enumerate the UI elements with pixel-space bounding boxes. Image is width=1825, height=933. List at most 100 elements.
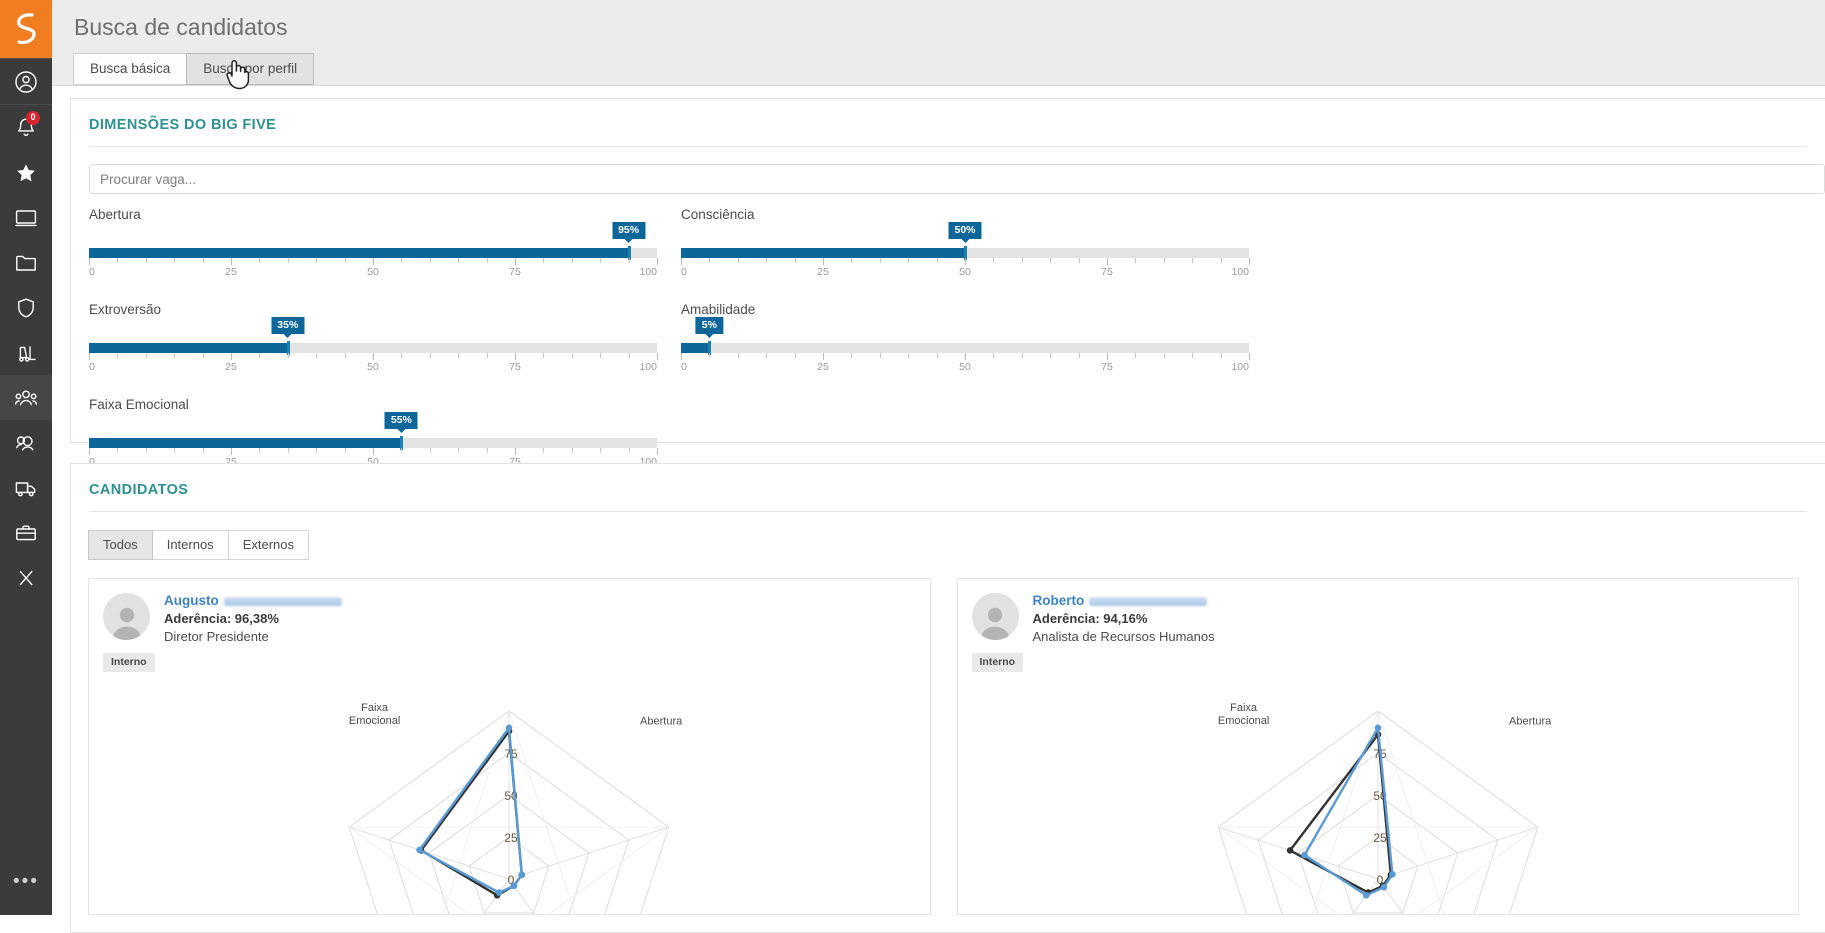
slider-amabilidade[interactable]: 5% [681,317,1249,355]
radar-axis-label-faixa-emocional-2: Emocional [1218,715,1269,727]
slider-tick-label: 25 [817,266,829,278]
search-vaga-input[interactable] [89,164,1825,194]
user-circle-icon [15,70,37,93]
slider-track[interactable] [89,343,657,353]
app-logo[interactable] [0,0,52,58]
folder-icon [16,255,36,271]
sidebar-item-people[interactable] [0,375,52,420]
slider-value-badge: 95% [612,222,646,243]
candidate-filter-tabs: Todos Internos Externos [88,530,309,560]
filter-tab-internos[interactable]: Internos [151,530,229,560]
radar-point [505,724,513,732]
slider-ticks [681,353,1250,361]
filter-tab-todos[interactable]: Todos [88,530,153,560]
tab-busca-por-perfil[interactable]: Busca por perfil [186,53,315,85]
sidebar-item-files[interactable] [0,240,52,285]
radar-series-candidato [1288,733,1392,894]
slider-handle[interactable] [286,341,290,355]
candidate-card[interactable]: Roberto Aderência: 94,16% Analista de Recu… [956,578,1799,915]
sidebar: 0 ••• [0,0,52,915]
slider-handle[interactable] [627,246,631,260]
slider-tick-labels: 0 25 50 75 100 [89,266,657,280]
slider-abertura[interactable]: 95% [89,222,657,260]
slider-track[interactable] [681,343,1249,353]
slider-handle[interactable] [708,341,712,355]
slider-tick-label: 100 [639,266,657,278]
candidate-role: Analista de Recursos Humanos [1032,629,1215,644]
slider-tick-label: 50 [367,361,379,373]
slider-tick-label: 25 [225,456,237,468]
slider-value-badge: 35% [271,317,305,338]
redacted-surname [1089,596,1208,606]
slider-fill [89,248,629,258]
slider-label-amabilidade: Amabilidade [681,302,756,317]
sidebar-item-jobs[interactable] [0,510,52,555]
sidebar-item-logistics[interactable] [0,330,52,375]
slider-label-faixa-emocional: Faixa Emocional [89,397,189,412]
radar-point [496,889,503,896]
slider-block-extroversao: Extroversão 35% 0 25 50 75 100 [89,302,681,375]
big-five-title: DIMENSÕES DO BIG FIVE [89,117,277,133]
candidate-card[interactable]: Augusto Aderência: 96,38% Diretor Presiden… [88,578,931,915]
radar-point [510,882,518,890]
slider-faixa-emocional[interactable]: 55% [89,412,657,450]
x-icon [19,570,33,585]
candidate-info: Augusto Aderência: 96,38% Diretor Presiden… [164,593,342,644]
slider-handle[interactable] [964,246,967,260]
sidebar-item-recruiting[interactable] [0,420,52,465]
candidate-type-badge: Interno [971,653,1024,672]
candidate-header: Roberto Aderência: 94,16% Analista de Recu… [958,579,1799,644]
slider-fill [681,248,965,258]
avatar-person-icon [112,607,141,640]
sidebar-divider [0,58,52,59]
slider-consciencia[interactable]: 50% [681,222,1249,260]
briefcase-icon [16,525,36,540]
sidebar-item-fleet[interactable] [0,465,52,510]
radar-ring-label: 0 [508,873,515,887]
radar-point [518,871,526,879]
sidebar-item-security[interactable] [0,285,52,330]
slider-block-abertura: Abertura 95% 0 25 50 75 100 [89,207,681,280]
sidebar-more-button[interactable]: ••• [13,871,39,892]
radar-ring-label: 0 [1376,873,1383,887]
panel-divider [89,146,1807,147]
slider-label-consciencia: Consciência [681,207,755,222]
candidate-score: Aderência: 94,16% [1032,611,1148,626]
slider-extroversao[interactable]: 35% [89,317,657,355]
candidate-header: Augusto Aderência: 96,38% Diretor Presiden… [89,579,930,644]
header: Busca de candidatos Busca básica Busca po… [52,0,1825,86]
redacted-surname [223,596,342,606]
radar-axis-label-faixa-emocional: Faixa [361,702,389,714]
forklift-icon [19,345,36,362]
sidebar-item-dashboard[interactable] [0,195,52,240]
sidebar-item-notifications[interactable]: 0 [0,105,52,150]
candidate-name[interactable]: Roberto [1033,593,1215,608]
monitor-icon [15,209,37,226]
sidebar-item-close[interactable] [0,555,52,600]
radar-axis-label-faixa-emocional: Faixa [1230,702,1258,714]
slider-tick-label: 50 [367,456,379,468]
candidate-name[interactable]: Augusto [164,593,342,608]
slider-tick-label: 0 [681,266,687,278]
radar-series-vaga [1303,726,1394,897]
avatar [971,593,1019,640]
slider-handle[interactable] [400,436,404,450]
sidebar-item-favorites[interactable] [0,150,52,195]
radar-ring-label: 25 [505,831,519,845]
tab-busca-basica[interactable]: Busca básica [73,53,188,85]
slider-tick-label: 75 [509,456,521,468]
slider-block-consciencia: Consciência 50% 0 25 50 75 100 [681,207,1273,280]
slider-value-badge: 55% [384,412,418,433]
slider-tick-label: 100 [1231,361,1249,373]
candidate-score: Aderência: 96,38% [164,611,279,626]
profile-search-panel: DIMENSÕES DO BIG FIVE Abertura 95% 0 25 50 75… [70,98,1825,498]
slider-fill [681,343,710,353]
radar-point [416,846,424,854]
slider-ticks [89,448,658,456]
page-title: Busca de candidatos [74,14,288,40]
sidebar-item-profile[interactable] [0,59,52,104]
filter-tab-externos[interactable]: Externos [227,530,309,560]
radar-point [1286,847,1294,854]
